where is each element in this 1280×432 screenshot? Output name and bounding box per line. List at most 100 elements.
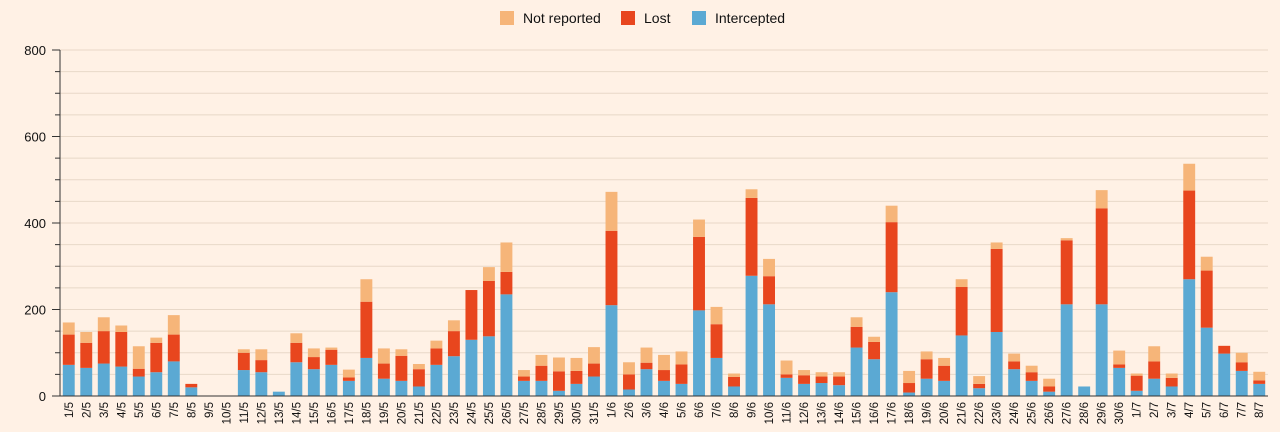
bar-lost-14-6 [833, 376, 846, 386]
bar-intercepted-12-6 [798, 383, 811, 396]
legend-item-lost: Lost [621, 10, 671, 26]
bar-lost-31-5 [588, 363, 600, 377]
x-tick-label-24-5: 24/5 [466, 402, 478, 424]
bar-lost-1-6 [605, 230, 618, 306]
bar-lost-11-5 [237, 352, 250, 371]
bar-not-reported-11-5 [237, 349, 250, 353]
bar-intercepted-15-6 [850, 347, 863, 396]
bar-lost-27-6 [1060, 240, 1073, 305]
x-tick-label-17-5: 17/5 [344, 402, 356, 424]
bar-lost-5-6 [675, 364, 688, 384]
bar-lost-24-5 [465, 290, 478, 340]
bar-not-reported-4-7 [1183, 163, 1196, 191]
y-tick-label-200: 200 [24, 303, 46, 318]
bar-lost-2-7 [1148, 361, 1161, 379]
x-tick-label-29-6: 29/6 [1097, 402, 1109, 424]
x-tick-label-31-5: 31/5 [589, 402, 601, 424]
bar-intercepted-25-6 [1025, 380, 1038, 396]
x-tick-label-8-6: 8/6 [729, 402, 741, 418]
bar-not-reported-23-5 [447, 320, 460, 332]
legend-item-intercepted: Intercepted [692, 10, 785, 26]
bar-not-reported-21-5 [412, 363, 425, 370]
legend-label-lost: Lost [644, 10, 671, 26]
x-tick-label-3-7: 3/7 [1167, 402, 1179, 418]
bar-intercepted-28-5 [535, 380, 548, 396]
x-tick-label-7-5: 7/5 [169, 402, 181, 418]
x-tick-label-14-6: 14/6 [834, 402, 846, 424]
bar-lost-22-6 [973, 383, 986, 389]
bar-intercepted-26-5 [500, 294, 513, 396]
x-tick-label-24-6: 24/6 [1009, 402, 1021, 424]
bar-intercepted-1-7 [1130, 390, 1143, 396]
legend-label-intercepted: Intercepted [715, 10, 785, 26]
bar-intercepted-25-5 [482, 336, 495, 396]
x-tick-label-1-7: 1/7 [1132, 402, 1144, 418]
bar-intercepted-20-5 [395, 380, 408, 396]
bar-lost-30-6 [1113, 364, 1126, 368]
bar-intercepted-6-5 [150, 372, 163, 396]
bar-intercepted-4-5 [115, 366, 128, 396]
bar-not-reported-17-6 [885, 205, 898, 223]
x-tick-label-26-5: 26/5 [501, 402, 513, 424]
bar-intercepted-9-6 [745, 275, 758, 396]
x-tick-label-11-6: 11/6 [782, 402, 794, 424]
bar-intercepted-2-6 [623, 389, 635, 396]
x-tick-label-3-5: 3/5 [99, 402, 111, 418]
bar-lost-22-5 [430, 348, 443, 365]
bar-lost-18-5 [360, 301, 373, 358]
bar-intercepted-23-6 [990, 331, 1003, 396]
bar-lost-6-7 [1218, 345, 1231, 354]
bar-intercepted-13-5 [272, 391, 285, 396]
bar-intercepted-3-5 [97, 363, 110, 396]
x-tick-label-22-6: 22/6 [974, 402, 986, 424]
bar-lost-25-5 [482, 280, 495, 337]
x-tick-label-6-6: 6/6 [694, 402, 706, 418]
bar-lost-10-6 [763, 276, 775, 305]
bar-lost-3-7 [1165, 377, 1178, 387]
x-tick-label-19-6: 19/6 [922, 402, 934, 424]
bar-lost-25-6 [1025, 372, 1038, 381]
bar-lost-8-7 [1253, 380, 1266, 384]
bar-not-reported-24-6 [1008, 353, 1021, 362]
bar-lost-11-6 [780, 374, 793, 378]
x-tick-label-20-5: 20/5 [396, 402, 408, 424]
bar-not-reported-21-6 [955, 279, 968, 288]
bar-not-reported-1-7 [1130, 373, 1143, 376]
bar-not-reported-4-5 [115, 325, 128, 332]
bar-lost-14-5 [290, 342, 303, 363]
bar-not-reported-2-6 [623, 362, 635, 375]
bar-not-reported-2-5 [80, 331, 93, 343]
bar-intercepted-5-5 [132, 376, 145, 396]
bar-not-reported-16-6 [868, 336, 881, 342]
bar-not-reported-29-5 [553, 357, 565, 372]
bar-intercepted-13-6 [815, 383, 828, 396]
x-tick-label-25-5: 25/5 [484, 402, 496, 424]
bar-not-reported-26-5 [500, 242, 513, 272]
bar-not-reported-7-7 [1235, 352, 1248, 363]
x-tick-label-9-5: 9/5 [204, 402, 216, 418]
bar-lost-4-6 [658, 370, 670, 381]
bar-not-reported-19-6 [920, 351, 933, 360]
bar-lost-13-6 [815, 376, 828, 384]
bar-intercepted-22-6 [973, 388, 986, 396]
legend-swatch-not-reported [500, 11, 514, 25]
bar-not-reported-3-6 [640, 347, 653, 363]
bar-intercepted-30-5 [570, 383, 583, 396]
bar-intercepted-3-7 [1165, 386, 1178, 396]
x-tick-label-3-6: 3/6 [641, 402, 653, 418]
x-tick-label-7-7: 7/7 [1237, 402, 1249, 418]
bar-lost-5-7 [1200, 270, 1213, 328]
bar-not-reported-18-6 [903, 370, 916, 384]
bar-intercepted-14-6 [833, 385, 846, 396]
x-tick-label-30-5: 30/5 [571, 402, 583, 424]
bar-intercepted-29-5 [553, 390, 565, 396]
bar-lost-23-5 [447, 331, 460, 357]
bars [62, 163, 1266, 396]
bar-intercepted-8-6 [728, 386, 740, 396]
bar-not-reported-6-6 [693, 219, 705, 237]
bar-intercepted-6-6 [693, 310, 705, 396]
bar-not-reported-23-6 [990, 242, 1003, 249]
bar-lost-30-5 [570, 370, 583, 384]
bar-intercepted-17-5 [342, 380, 355, 396]
